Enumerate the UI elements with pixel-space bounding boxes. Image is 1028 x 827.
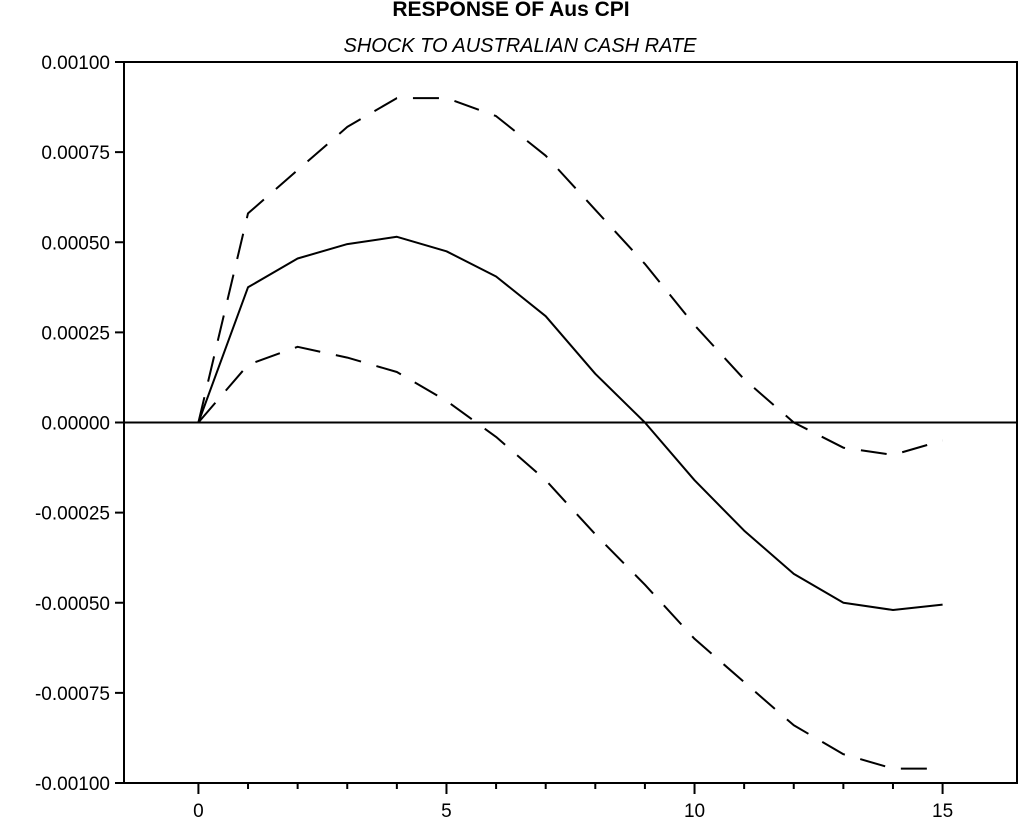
response-line — [197, 235, 943, 611]
y-tick-label: -0.00075 — [35, 684, 110, 705]
y-tick-label: 0.00100 — [41, 53, 110, 74]
y-tick-label: 0.00025 — [41, 323, 110, 344]
y-tick-label: -0.00100 — [35, 774, 110, 795]
x-axis: 0 5 10 15 — [193, 782, 953, 822]
y-axis: 0.00100 0.00075 0.00050 0.00025 0.00000 -0.00… — [35, 53, 125, 795]
x-tick-label: 15 — [932, 801, 953, 822]
y-tick-label: -0.00025 — [35, 504, 110, 525]
x-tick-label: 5 — [441, 801, 452, 822]
y-tick-label: -0.00050 — [35, 594, 110, 615]
confidence-band-line-2 — [197, 345, 943, 770]
x-tick-label: 10 — [684, 801, 705, 822]
x-tick-label: 0 — [193, 801, 204, 822]
chart-title: RESPONSE OF Aus CPI — [392, 0, 629, 21]
confidence-band-line-0 — [197, 97, 943, 456]
y-tick-label: 0.00050 — [41, 233, 110, 254]
y-tick-label: 0.00000 — [41, 414, 110, 435]
y-tick-label: 0.00075 — [41, 143, 110, 164]
chart-subtitle: SHOCK TO AUSTRALIAN CASH RATE — [343, 35, 697, 57]
series-layer — [197, 97, 943, 770]
